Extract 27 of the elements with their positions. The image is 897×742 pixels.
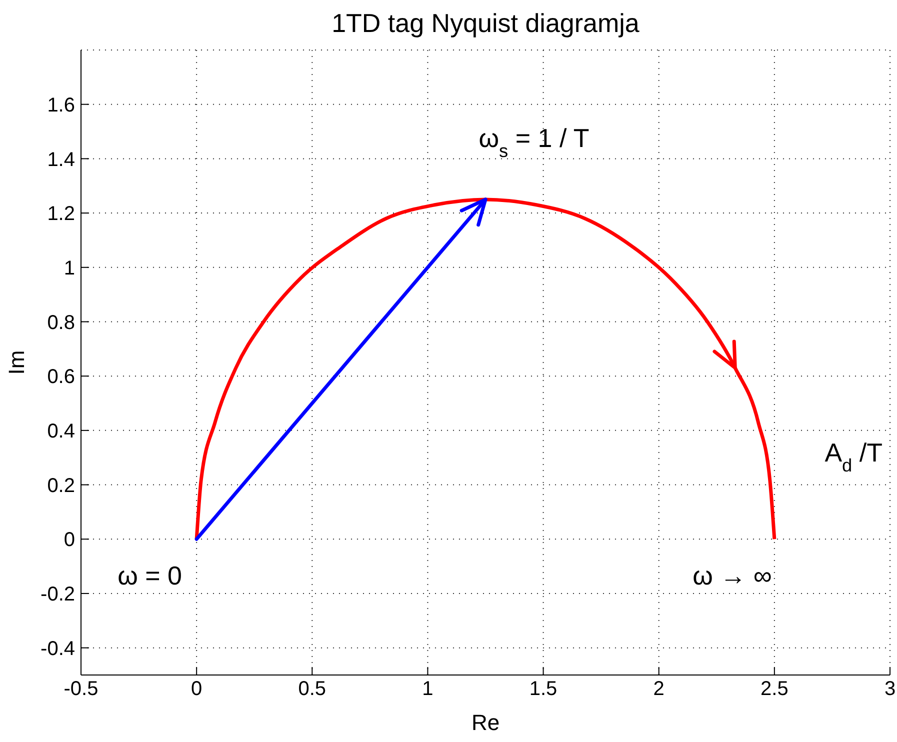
x-tick-label: 0 <box>191 678 202 700</box>
annotation: ω$_{s}$ = 1 / T <box>478 122 590 161</box>
y-tick-label: 0 <box>64 529 75 552</box>
x-tick-label: 2 <box>653 678 664 700</box>
y-tick-label: 0.8 <box>47 312 75 334</box>
x-tick-label: 2.5 <box>760 678 788 700</box>
y-tick-label: 0.2 <box>47 474 75 497</box>
y-axis-title: Im <box>4 350 29 375</box>
y-tick-label: -0.4 <box>40 638 75 660</box>
x-tick-label: 3 <box>884 678 896 700</box>
annotation: A$_{d}$ /T <box>824 437 883 476</box>
x-tick-label: 1.5 <box>529 678 558 700</box>
x-axis-title: Re <box>471 710 500 735</box>
x-tick-label: -0.5 <box>64 678 98 700</box>
line-series <box>194 198 776 541</box>
y-tick-label: 1 <box>64 257 75 280</box>
y-tick-label: 1.6 <box>47 94 75 116</box>
y-tick-label: -0.2 <box>40 584 75 606</box>
y-tick-label: 0.6 <box>47 366 75 388</box>
chart-title: 1TD tag Nyquist diagramja <box>330 8 640 40</box>
y-tick-label: 1.2 <box>47 203 75 226</box>
y-tick-label: 0.4 <box>47 420 75 443</box>
annotation: ω = 0 <box>118 560 182 590</box>
x-tick-label: 0.5 <box>298 678 326 700</box>
x-tick-label: 1 <box>422 678 434 700</box>
annotation: ω → ∞ <box>692 560 772 590</box>
y-tick-label: 1.4 <box>47 148 75 171</box>
